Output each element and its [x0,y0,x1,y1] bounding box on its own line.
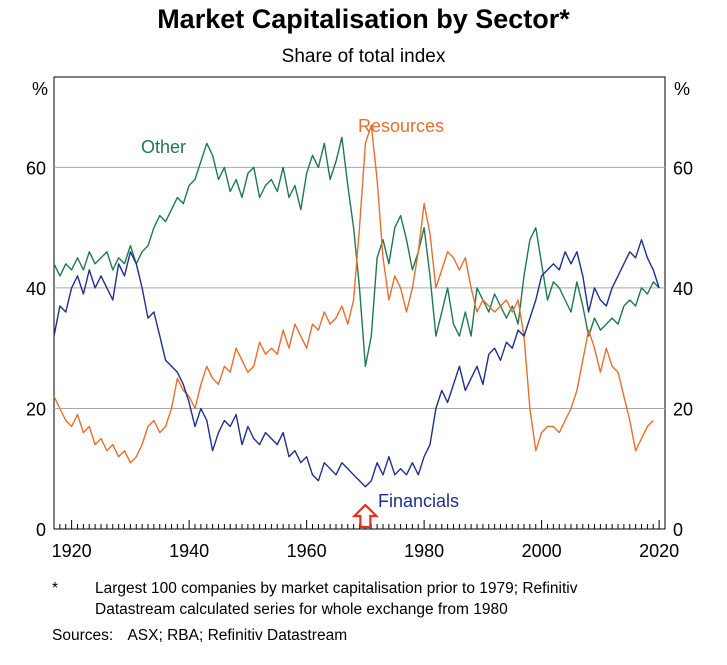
sources-label: Sources: [52,627,114,644]
chart-title: Market Capitalisation by Sector* [157,4,570,34]
x-tick-label: 1920 [52,541,92,561]
y-tick-label-right: 60 [673,158,693,178]
sources-line: Sources: ASX; RBA; Refinitiv Datastream [52,627,347,645]
x-tick-label: 2020 [639,541,679,561]
x-tick-label: 1960 [287,541,327,561]
y-unit-right: % [674,79,690,99]
y-tick-label-right: 0 [673,520,683,540]
series-line-financials [53,239,660,488]
chart-subtitle: Share of total index [281,46,446,67]
y-tick-label-right: 20 [673,399,693,419]
series-label-resources: Resources [358,116,444,136]
up-arrow-icon [351,503,380,529]
series-lines [53,124,660,488]
series-label-other: Other [141,137,186,157]
y-tick-label-left: 40 [26,279,46,299]
x-tick-label: 1940 [169,541,209,561]
x-tick-label: 1980 [404,541,444,561]
y-unit-left: % [32,79,48,99]
series-line-resources [53,124,654,464]
tick-marks [53,520,666,529]
y-tick-label-left: 0 [36,520,46,540]
series-label-financials: Financials [378,491,459,511]
y-tick-label-left: 60 [26,158,46,178]
y-tick-label-right: 40 [673,279,693,299]
series-line-other [53,136,660,367]
sources-text: ASX; RBA; Refinitiv Datastream [127,627,348,644]
x-tick-label: 2000 [522,541,562,561]
footnote-text: Largest 100 companies by market capitali… [95,580,578,618]
footnote-marker: * [52,580,59,597]
y-tick-label-left: 20 [26,399,46,419]
